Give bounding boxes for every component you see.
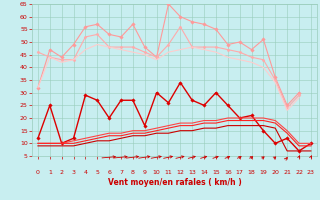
X-axis label: Vent moyen/en rafales ( km/h ): Vent moyen/en rafales ( km/h ) bbox=[108, 178, 241, 187]
